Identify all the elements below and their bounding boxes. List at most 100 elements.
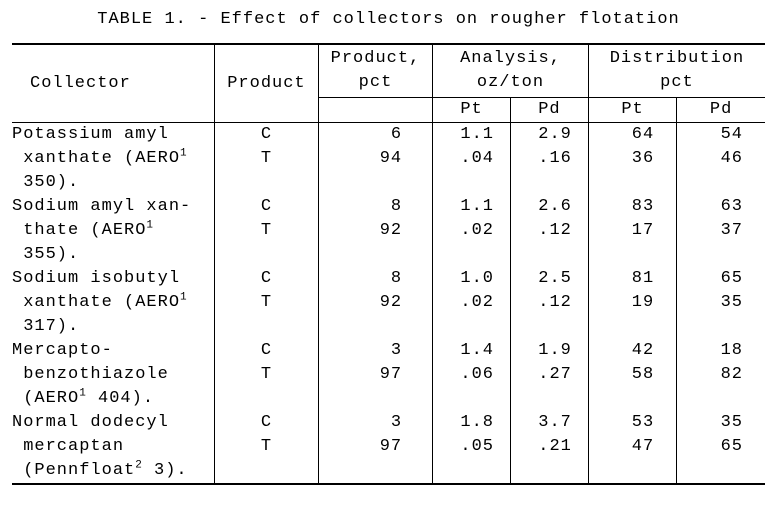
cell-collector: (AERO1 404). [12,387,215,411]
cell-analysis-pd: .12 [510,219,588,243]
cell-analysis-pt: .02 [433,291,511,315]
cell-collector: Potassium amyl [12,123,215,148]
cell-analysis-pd [510,459,588,484]
col-header-product-pct: Product, pct [318,44,432,98]
table-row: 350). [12,171,765,195]
cell-product [215,459,319,484]
cell-dist-pt: 19 [588,291,676,315]
cell-dist-pt: 36 [588,147,676,171]
subheader-analysis-pd: Pd [510,98,588,123]
cell-dist-pt [588,459,676,484]
footnote-mark: 1 [146,219,154,231]
cell-analysis-pt: .06 [433,363,511,387]
cell-dist-pd [677,171,765,195]
subheader-pct-blank [318,98,432,123]
cell-product-pct: 8 [318,195,432,219]
cell-dist-pd [677,315,765,339]
cell-analysis-pt: .05 [433,435,511,459]
cell-product [215,171,319,195]
cell-analysis-pd [510,243,588,267]
cell-dist-pd: 63 [677,195,765,219]
cell-collector: Sodium amyl xan- [12,195,215,219]
cell-analysis-pt [433,171,511,195]
cell-collector: xanthate (AERO1 [12,291,215,315]
cell-product-pct [318,171,432,195]
cell-analysis-pt: .02 [433,219,511,243]
cell-product: C [215,339,319,363]
col-header-analysis-l1: Analysis, [460,49,561,68]
cell-dist-pt [588,315,676,339]
cell-product-pct: 8 [318,267,432,291]
cell-analysis-pd [510,315,588,339]
cell-dist-pt: 64 [588,123,676,148]
col-header-dist-l1: Distribution [610,49,744,68]
cell-product-pct: 94 [318,147,432,171]
cell-product-pct: 3 [318,339,432,363]
cell-product-pct [318,459,432,484]
col-header-collector: Collector [12,44,215,123]
col-header-product-pct-l1: Product, [331,49,421,68]
table-row: xanthate (AERO1T92.02.121935 [12,291,765,315]
table-row: Normal dodecylC31.83.75335 [12,411,765,435]
cell-analysis-pt [433,459,511,484]
cell-dist-pd [677,243,765,267]
table-row: xanthate (AERO1T94.04.163646 [12,147,765,171]
cell-collector: 355). [12,243,215,267]
cell-product: T [215,291,319,315]
cell-collector: 350). [12,171,215,195]
cell-dist-pt [588,171,676,195]
data-table: Collector Product Product, pct Analysis,… [12,43,765,485]
cell-collector: mercaptan [12,435,215,459]
cell-product-pct [318,243,432,267]
cell-analysis-pd: .12 [510,291,588,315]
cell-product: C [215,267,319,291]
cell-dist-pt: 81 [588,267,676,291]
cell-collector: xanthate (AERO1 [12,147,215,171]
cell-dist-pd: 65 [677,435,765,459]
cell-dist-pd: 35 [677,411,765,435]
col-header-product-pct-l2: pct [359,73,393,92]
cell-dist-pt [588,387,676,411]
cell-analysis-pd: 1.9 [510,339,588,363]
cell-dist-pd: 35 [677,291,765,315]
table-title: TABLE 1. - Effect of collectors on rough… [12,10,765,29]
cell-dist-pt: 42 [588,339,676,363]
cell-product: C [215,411,319,435]
cell-collector: Mercapto- [12,339,215,363]
cell-dist-pt: 47 [588,435,676,459]
footnote-mark: 1 [79,387,87,399]
cell-product: T [215,363,319,387]
cell-product-pct [318,387,432,411]
cell-dist-pt: 53 [588,411,676,435]
table-row: (Pennfloat2 3). [12,459,765,484]
col-header-product: Product [215,44,319,123]
cell-analysis-pt [433,243,511,267]
subheader-analysis-pt: Pt [433,98,511,123]
cell-product-pct: 97 [318,363,432,387]
col-header-analysis-l2: oz/ton [477,73,544,92]
cell-product: C [215,123,319,148]
table-row: Mercapto-C31.41.94218 [12,339,765,363]
cell-collector: Sodium isobutyl [12,267,215,291]
subheader-dist-pt: Pt [588,98,676,123]
cell-analysis-pd: 2.5 [510,267,588,291]
cell-analysis-pt: 1.0 [433,267,511,291]
table-row: Sodium isobutylC81.02.58165 [12,267,765,291]
cell-dist-pd [677,387,765,411]
cell-product: T [215,219,319,243]
table-body: Potassium amylC61.12.96454 xanthate (AER… [12,123,765,485]
cell-dist-pd [677,459,765,484]
col-header-dist-l2: pct [660,73,694,92]
cell-product [215,315,319,339]
cell-collector: thate (AERO1 [12,219,215,243]
cell-product [215,243,319,267]
col-header-distribution: Distribution pct [588,44,765,98]
cell-analysis-pt: 1.4 [433,339,511,363]
cell-collector: (Pennfloat2 3). [12,459,215,484]
cell-analysis-pd [510,171,588,195]
cell-analysis-pd [510,387,588,411]
cell-product-pct: 6 [318,123,432,148]
table-row: Potassium amylC61.12.96454 [12,123,765,148]
cell-dist-pt: 58 [588,363,676,387]
col-header-analysis: Analysis, oz/ton [433,44,589,98]
